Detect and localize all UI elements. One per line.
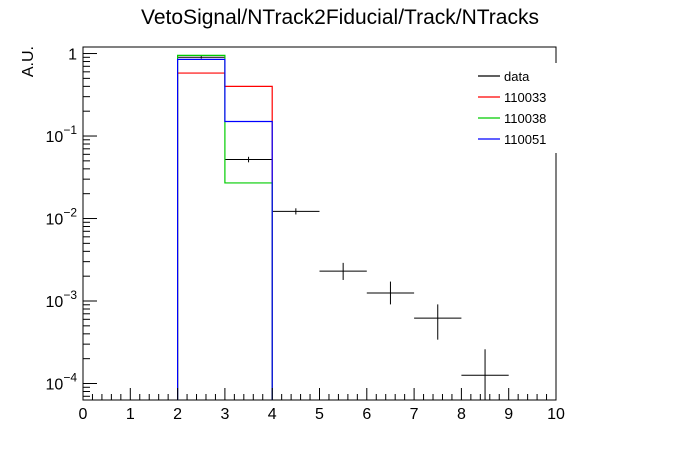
x-tick-label: 2 — [173, 406, 182, 423]
y-tick-label: 10−2 — [46, 206, 78, 229]
legend-entry-110033: 110033 — [478, 90, 546, 105]
x-tick-label: 4 — [268, 406, 277, 423]
axes-layer: 0 1 2 3 4 5 6 7 8 9 10 1 10−1 10−2 10−3 10−4 — [46, 47, 565, 423]
y-axis-label: A.U. — [20, 46, 37, 77]
legend-box — [470, 63, 560, 153]
x-tick-label: 0 — [79, 406, 88, 423]
x-tick-label: 9 — [504, 406, 513, 423]
y-tick-label: 10−3 — [46, 288, 78, 311]
x-tick-label: 1 — [126, 406, 135, 423]
legend-label: 110038 — [504, 111, 546, 126]
legend-entry-data: data — [478, 69, 530, 84]
x-tick-label: 7 — [410, 406, 419, 423]
y-tick-label: 10−1 — [46, 123, 78, 146]
legend: data 110033 110038 110051 — [478, 69, 546, 147]
legend-label: data — [504, 69, 530, 84]
chart-title: VetoSignal/NTrack2Fiducial/Track/NTracks — [141, 6, 539, 29]
x-tick-label: 10 — [547, 406, 565, 423]
y-tick-label: 10−4 — [46, 371, 78, 394]
series-data — [177, 56, 509, 400]
legend-entry-110051: 110051 — [478, 132, 546, 147]
legend-entry-110038: 110038 — [478, 111, 546, 126]
x-tick-label: 5 — [315, 406, 324, 423]
x-tick-label: 8 — [457, 406, 466, 423]
series-layer — [177, 54, 509, 400]
step-line-110051 — [177, 58, 273, 400]
series-110051 — [177, 58, 273, 400]
y-tick-label: 1 — [68, 47, 77, 64]
legend-label: 110051 — [504, 132, 546, 147]
x-tick-label: 3 — [220, 406, 229, 423]
x-tick-label: 6 — [362, 406, 371, 423]
legend-label: 110033 — [504, 90, 546, 105]
